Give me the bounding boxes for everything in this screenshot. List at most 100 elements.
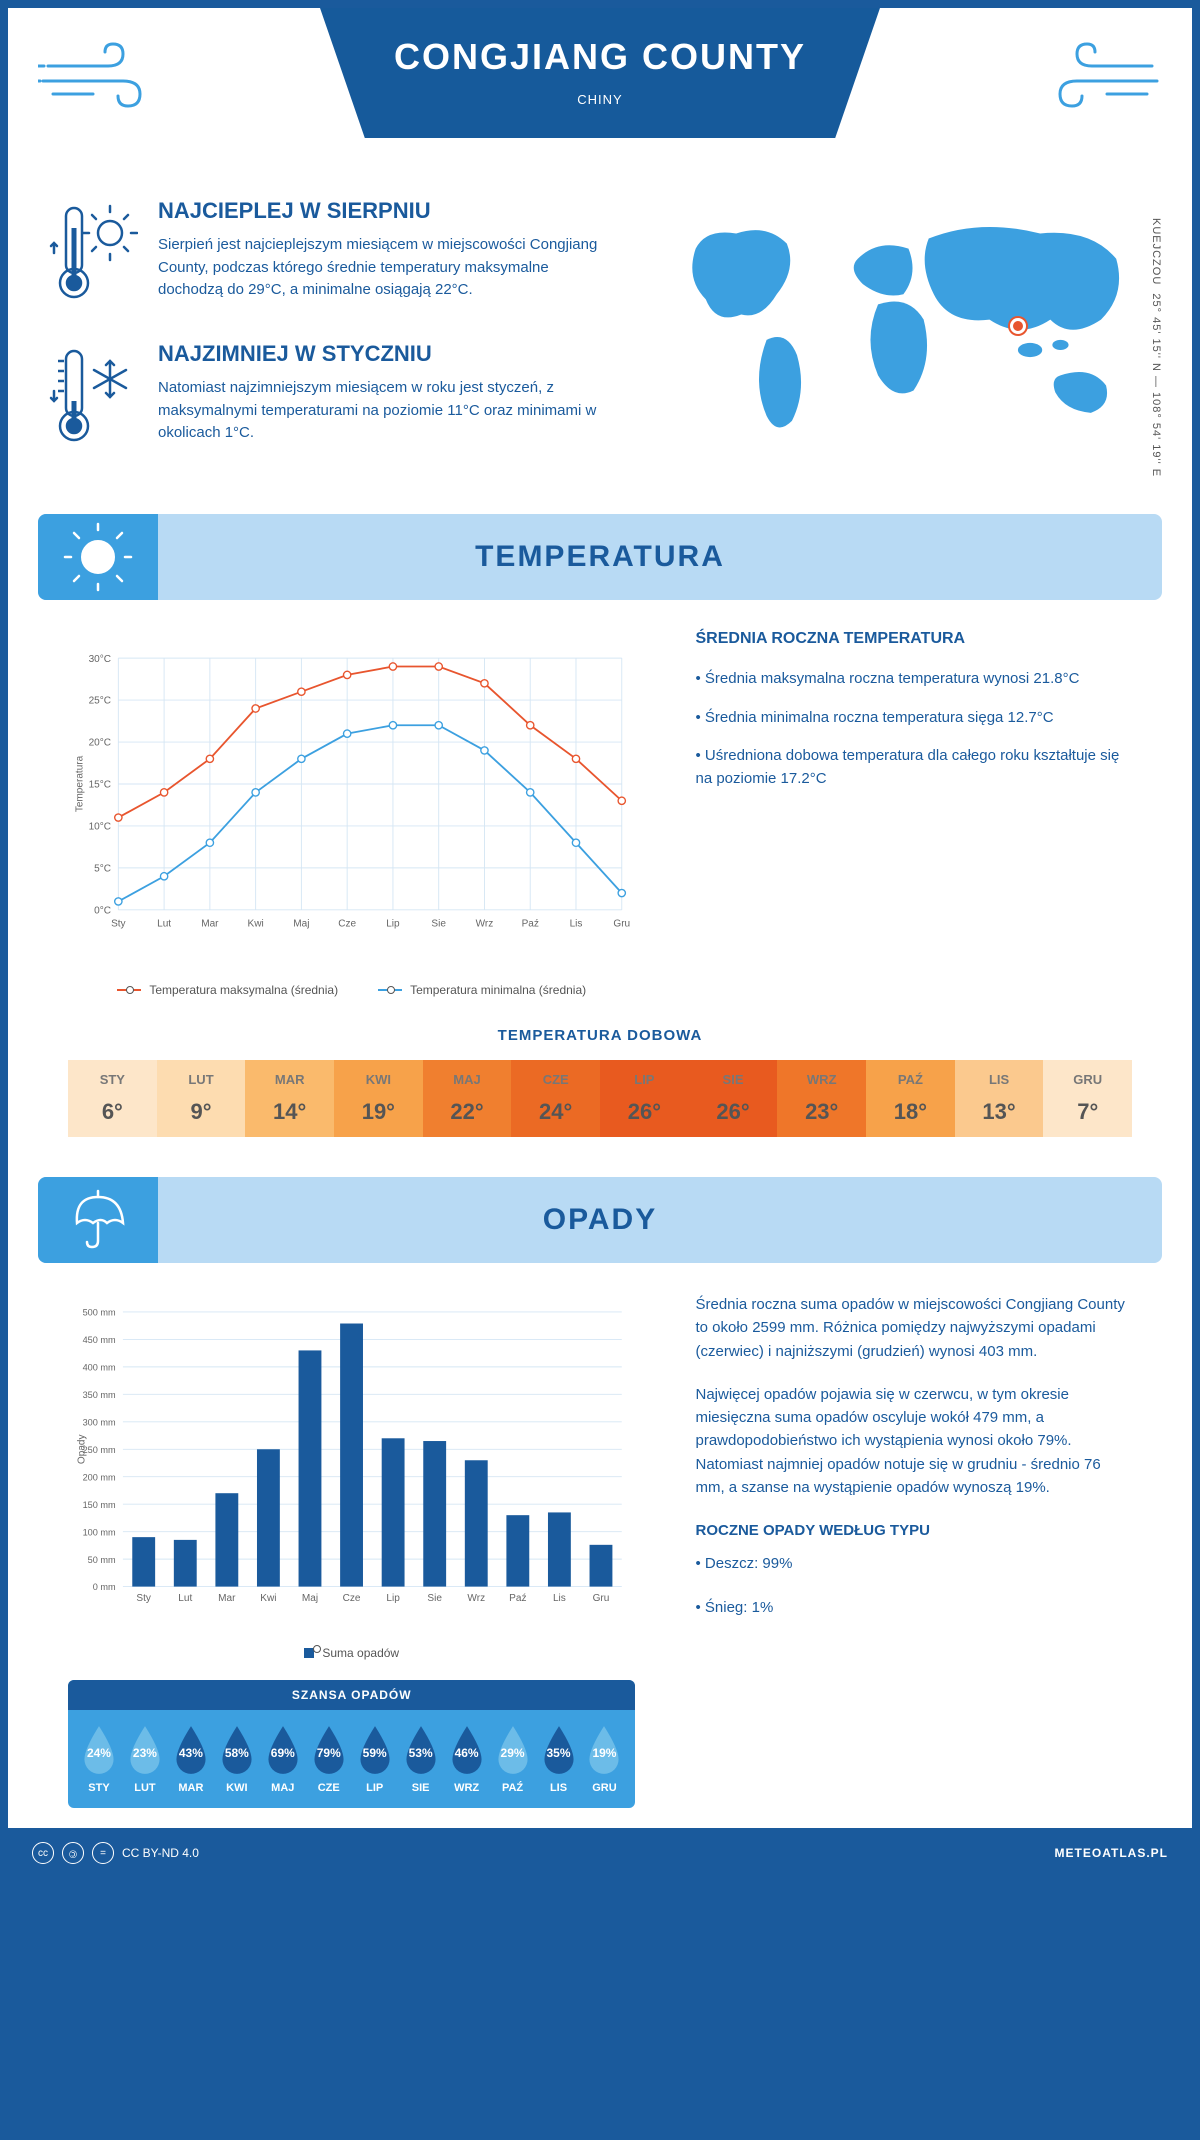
- precip-chart: 0 mm50 mm100 mm150 mm200 mm250 mm300 mm3…: [68, 1293, 635, 1633]
- title: CONGJIANG COUNTY: [320, 36, 880, 78]
- intro-section: NAJCIEPLEJ W SIERPNIU Sierpień jest najc…: [8, 188, 1192, 514]
- svg-text:0°C: 0°C: [94, 905, 111, 916]
- temperature-title: TEMPERATURA: [475, 540, 725, 574]
- svg-text:Temperatura: Temperatura: [75, 755, 86, 812]
- heat-cell: KWI19°: [334, 1060, 423, 1137]
- svg-text:400 mm: 400 mm: [83, 1363, 116, 1373]
- temperature-chart: 0°C5°C10°C15°C20°C25°C30°CStyLutMarKwiMa…: [68, 630, 635, 997]
- svg-text:Mar: Mar: [201, 918, 219, 929]
- thermometer-snow-icon: [48, 341, 138, 456]
- avg-item: • Średnia minimalna roczna temperatura s…: [695, 707, 1132, 730]
- temperature-averages: ŚREDNIA ROCZNA TEMPERATURA • Średnia mak…: [695, 630, 1132, 997]
- svg-text:5°C: 5°C: [94, 864, 111, 875]
- wind-icon-right: [1042, 36, 1162, 116]
- site-name: METEOATLAS.PL: [1055, 1846, 1168, 1860]
- drop-cell: 29% PAŹ: [490, 1724, 536, 1794]
- svg-text:Cze: Cze: [343, 1593, 361, 1604]
- svg-text:Lis: Lis: [553, 1593, 566, 1604]
- svg-text:50 mm: 50 mm: [88, 1555, 116, 1565]
- drop-cell: 19% GRU: [581, 1724, 627, 1794]
- svg-text:Sie: Sie: [431, 918, 446, 929]
- svg-text:450 mm: 450 mm: [83, 1335, 116, 1345]
- daily-temperature: TEMPERATURA DOBOWA STY6°LUT9°MAR14°KWI19…: [8, 1017, 1192, 1177]
- coldest-text: Natomiast najzimniejszym miesiącem w rok…: [158, 377, 605, 445]
- svg-text:Lip: Lip: [386, 1593, 400, 1604]
- svg-text:30°C: 30°C: [89, 654, 111, 665]
- license-text: CC BY-ND 4.0: [122, 1846, 199, 1860]
- drop-cell: 69% MAJ: [260, 1724, 306, 1794]
- heat-cell: MAJ22°: [423, 1060, 512, 1137]
- avg-heading: ŚREDNIA ROCZNA TEMPERATURA: [695, 630, 1132, 648]
- svg-text:Mar: Mar: [218, 1593, 236, 1604]
- svg-text:Maj: Maj: [293, 918, 309, 929]
- drop-cell: 35% LIS: [536, 1724, 582, 1794]
- svg-text:Paź: Paź: [509, 1593, 526, 1604]
- wind-icon-left: [38, 36, 158, 116]
- drop-cell: 23% LUT: [122, 1724, 168, 1794]
- precip-header: OPADY: [38, 1177, 1162, 1263]
- header: CONGJIANG COUNTY CHINY: [8, 8, 1192, 188]
- svg-text:300 mm: 300 mm: [83, 1417, 116, 1427]
- svg-text:Paź: Paź: [522, 918, 539, 929]
- svg-text:10°C: 10°C: [89, 822, 111, 833]
- heat-cell: PAŹ18°: [866, 1060, 955, 1137]
- temperature-header: TEMPERATURA: [38, 514, 1162, 600]
- coldest-block: NAJZIMNIEJ W STYCZNIU Natomiast najzimni…: [48, 341, 605, 456]
- heat-cell: MAR14°: [245, 1060, 334, 1137]
- chance-heading: SZANSA OPADÓW: [68, 1680, 635, 1710]
- cc-icon: cc: [32, 1842, 54, 1864]
- subtitle: CHINY: [320, 92, 880, 107]
- title-banner: CONGJIANG COUNTY CHINY: [320, 8, 880, 138]
- intro-text: NAJCIEPLEJ W SIERPNIU Sierpień jest najc…: [48, 198, 605, 484]
- type-item: • Deszcz: 99%: [695, 1552, 1132, 1575]
- drop-cell: 53% SIE: [398, 1724, 444, 1794]
- by-icon: 🄯: [62, 1842, 84, 1864]
- temperature-body: 0°C5°C10°C15°C20°C25°C30°CStyLutMarKwiMa…: [8, 600, 1192, 1017]
- precip-chart-block: 0 mm50 mm100 mm150 mm200 mm250 mm300 mm3…: [68, 1293, 635, 1808]
- drops-row: 24% STY 23% LUT 43% MAR 58% KWI 69% MAJ …: [68, 1710, 635, 1798]
- daily-heading: TEMPERATURA DOBOWA: [68, 1027, 1132, 1044]
- drop-cell: 46% WRZ: [444, 1724, 490, 1794]
- drop-cell: 59% LIP: [352, 1724, 398, 1794]
- svg-text:Gru: Gru: [593, 1593, 610, 1604]
- map-block: KUEJCZOU 25° 45' 15'' N — 108° 54' 19'' …: [645, 198, 1152, 484]
- world-map: [645, 198, 1152, 458]
- heat-cell: WRZ23°: [777, 1060, 866, 1137]
- chance-box: SZANSA OPADÓW 24% STY 23% LUT 43% MAR 58…: [68, 1680, 635, 1808]
- svg-text:Kwi: Kwi: [260, 1593, 276, 1604]
- page: CONGJIANG COUNTY CHINY: [0, 0, 1200, 1886]
- avg-item: • Uśredniona dobowa temperatura dla całe…: [695, 745, 1132, 790]
- precip-title: OPADY: [543, 1203, 657, 1237]
- svg-text:Wrz: Wrz: [476, 918, 494, 929]
- heat-cell: LIS13°: [955, 1060, 1044, 1137]
- heat-cell: LIP26°: [600, 1060, 689, 1137]
- umbrella-icon: [38, 1177, 158, 1263]
- precip-body: 0 mm50 mm100 mm150 mm200 mm250 mm300 mm3…: [8, 1263, 1192, 1828]
- svg-text:15°C: 15°C: [89, 780, 111, 791]
- svg-text:Opady: Opady: [76, 1434, 87, 1464]
- precip-p1: Średnia roczna suma opadów w miejscowośc…: [695, 1293, 1132, 1363]
- svg-text:Sty: Sty: [136, 1593, 151, 1604]
- drop-cell: 58% KWI: [214, 1724, 260, 1794]
- precip-text: Średnia roczna suma opadów w miejscowośc…: [695, 1293, 1132, 1808]
- svg-text:500 mm: 500 mm: [83, 1308, 116, 1318]
- svg-text:Lip: Lip: [386, 918, 400, 929]
- svg-text:200 mm: 200 mm: [83, 1472, 116, 1482]
- drop-cell: 79% CZE: [306, 1724, 352, 1794]
- svg-text:Maj: Maj: [302, 1593, 318, 1604]
- by-type-heading: ROCZNE OPADY WEDŁUG TYPU: [695, 1519, 1132, 1542]
- warmest-text: Sierpień jest najcieplejszym miesiącem w…: [158, 234, 605, 302]
- svg-text:Wrz: Wrz: [467, 1593, 485, 1604]
- license: cc 🄯 = CC BY-ND 4.0: [32, 1842, 199, 1864]
- sun-icon: [38, 514, 158, 600]
- svg-text:20°C: 20°C: [89, 738, 111, 749]
- svg-text:Lut: Lut: [157, 918, 171, 929]
- svg-text:Kwi: Kwi: [248, 918, 264, 929]
- heat-row: STY6°LUT9°MAR14°KWI19°MAJ22°CZE24°LIP26°…: [68, 1060, 1132, 1137]
- coordinates: KUEJCZOU 25° 45' 15'' N — 108° 54' 19'' …: [1150, 218, 1162, 477]
- svg-text:Lis: Lis: [570, 918, 583, 929]
- heat-cell: SIE26°: [689, 1060, 778, 1137]
- svg-text:250 mm: 250 mm: [83, 1445, 116, 1455]
- svg-text:Cze: Cze: [338, 918, 356, 929]
- svg-text:Sie: Sie: [427, 1593, 442, 1604]
